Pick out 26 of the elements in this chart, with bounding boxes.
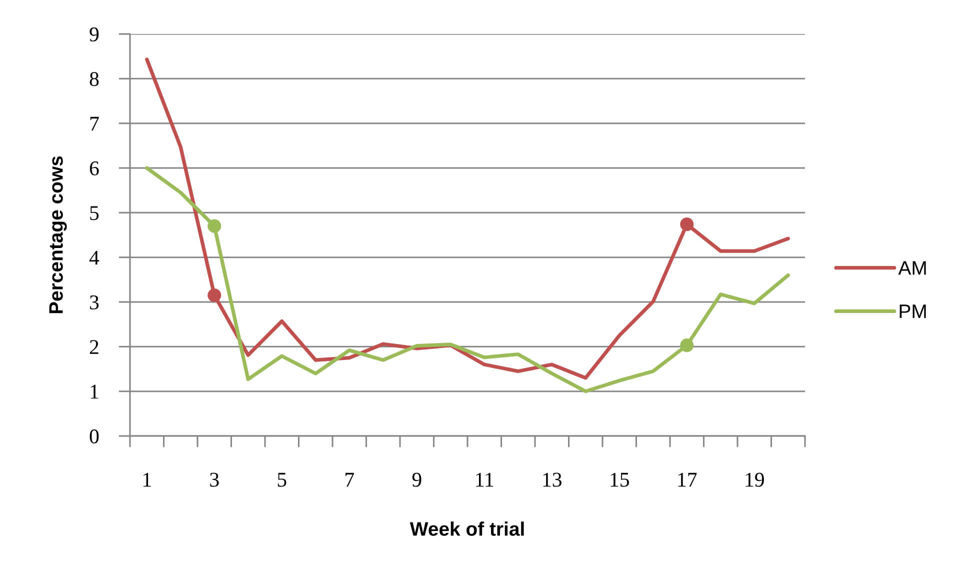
x-tick-label: 7 xyxy=(346,472,354,487)
y-axis-title: Percentage cows xyxy=(49,156,67,314)
x-tick-label: 19 xyxy=(746,472,764,487)
x-tick-label: 11 xyxy=(476,472,494,487)
y-tick-label: 9 xyxy=(90,27,99,42)
y-tick-label: 7 xyxy=(90,116,99,131)
line-series xyxy=(145,166,790,394)
y-tick-label: 1 xyxy=(90,384,98,399)
y-tick-label: 5 xyxy=(90,206,99,220)
legend-label: AM xyxy=(898,261,926,275)
y-tick-label: 8 xyxy=(90,72,99,86)
x-axis-title: Week of trial xyxy=(410,522,524,536)
x-tick-label: 13 xyxy=(543,472,562,487)
x-tick-label: 15 xyxy=(610,472,629,487)
y-tick-label: 3 xyxy=(90,295,99,310)
x-tick-label: 17 xyxy=(678,472,697,487)
x-tick-label: 1 xyxy=(144,472,151,487)
y-tick-label: 6 xyxy=(90,161,99,176)
x-tick-label: 5 xyxy=(278,472,286,487)
y-tick-label: 0 xyxy=(90,429,99,444)
y-tick-label: 4 xyxy=(89,250,100,265)
x-tick-label: 3 xyxy=(210,472,219,487)
line-series xyxy=(145,58,790,380)
legend-label: PM xyxy=(900,304,926,318)
x-tick-label: 9 xyxy=(412,472,422,487)
y-tick-label: 2 xyxy=(90,340,98,354)
